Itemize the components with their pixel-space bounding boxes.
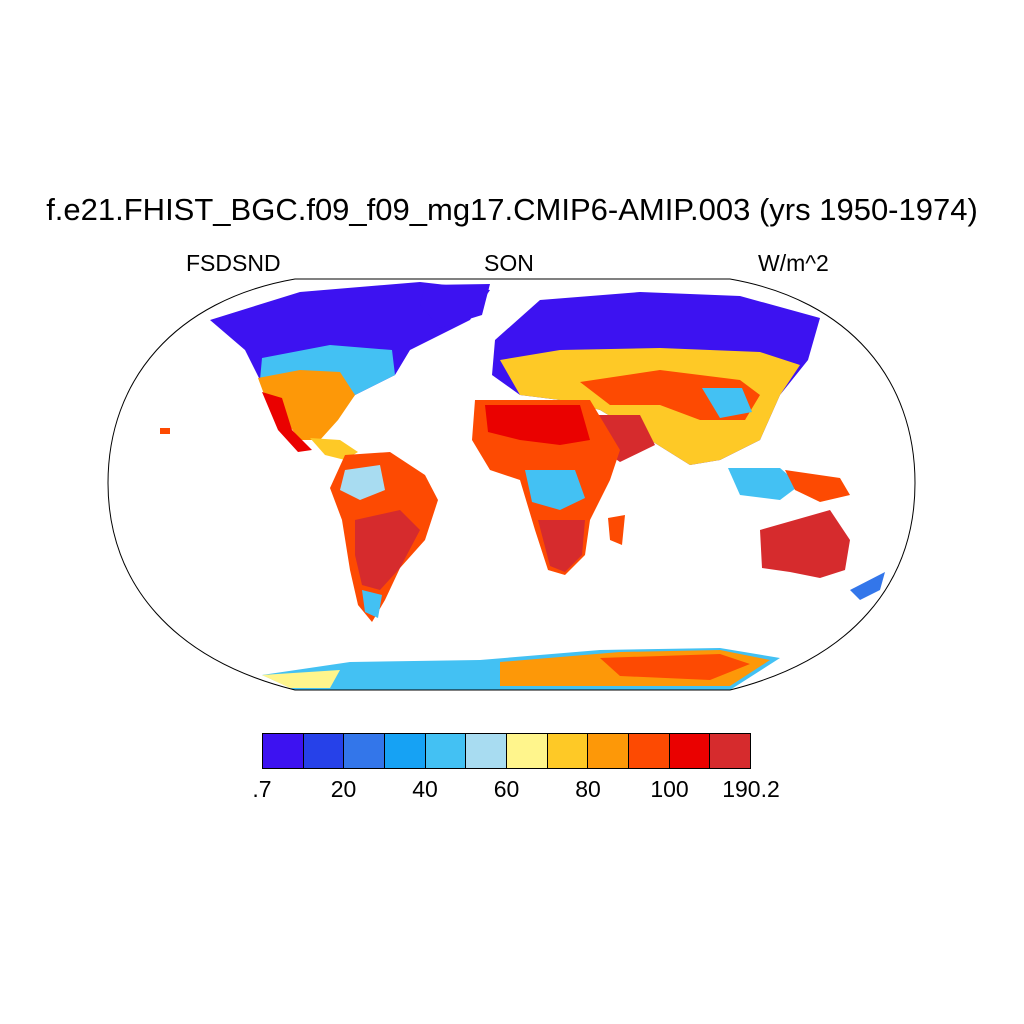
north-america <box>210 282 490 460</box>
colorbar-box <box>385 734 426 768</box>
colorbar-box <box>669 734 711 768</box>
colorbar-box <box>466 734 508 768</box>
colorbar <box>262 733 751 769</box>
antarctica <box>262 648 780 690</box>
season-label: SON <box>484 250 534 276</box>
map-boundary <box>107 278 916 691</box>
colorbar-tick-label: .7 <box>252 776 272 802</box>
colorbar-tick-label: 100 <box>650 776 689 802</box>
eurasia <box>492 292 820 465</box>
colorbar-tick-label: 190.2 <box>722 776 780 802</box>
colorbar-box <box>303 734 345 768</box>
colorbar-box <box>507 734 548 768</box>
colorbar-box <box>629 734 670 768</box>
island-patch <box>160 428 170 434</box>
maritime-continent <box>608 468 850 545</box>
australia <box>760 510 885 600</box>
colorbar-box <box>547 734 589 768</box>
variable-label: FSDSND <box>186 250 281 276</box>
units-label: W/m^2 <box>758 250 829 276</box>
colorbar-box <box>344 734 386 768</box>
south-america <box>330 452 438 622</box>
colorbar-tick-label: 40 <box>412 776 438 802</box>
colorbar-box <box>588 734 630 768</box>
colorbar-tick-label: 80 <box>575 776 601 802</box>
colorbar-tick-label: 60 <box>493 776 520 802</box>
colorbar-box <box>710 734 751 768</box>
colorbar-box <box>425 734 467 768</box>
plot-title: f.e21.FHIST_BGC.f09_f09_mg17.CMIP6-AMIP.… <box>46 192 978 227</box>
colorbar-tick-label: 20 <box>330 776 357 802</box>
colorbar-box <box>263 734 304 768</box>
africa <box>472 400 620 575</box>
